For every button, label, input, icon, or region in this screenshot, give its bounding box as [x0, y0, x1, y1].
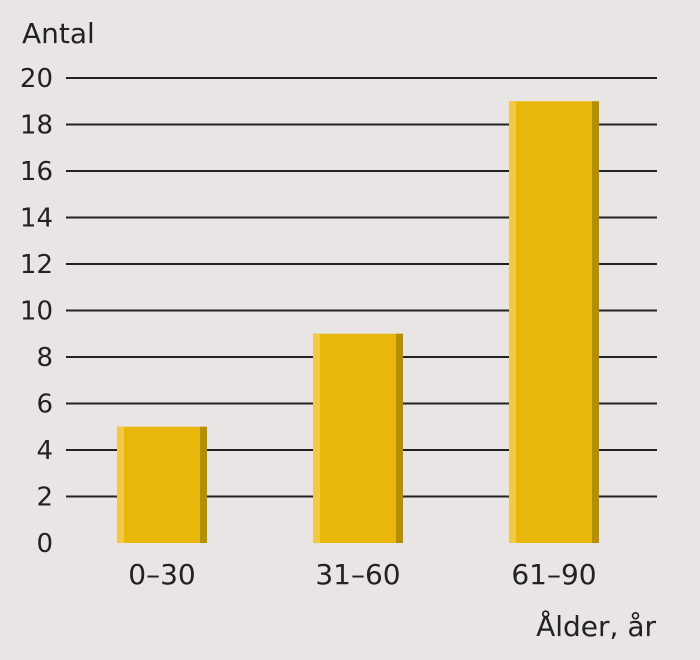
bars — [117, 101, 599, 543]
x-tick-label: 0–30 — [128, 558, 195, 591]
y-tick-label: 10 — [20, 297, 53, 327]
y-axis-label: Antal — [22, 17, 95, 50]
y-tick-label: 20 — [20, 64, 53, 94]
y-tick-label: 14 — [20, 204, 53, 234]
bar-highlight — [117, 426, 124, 543]
bar-shadow — [200, 426, 207, 543]
bar-body — [313, 333, 403, 543]
x-tick-label: 61–90 — [511, 558, 596, 591]
bar — [117, 426, 207, 543]
bar — [509, 101, 599, 543]
bar-body — [509, 101, 599, 543]
y-tick-label: 18 — [20, 111, 53, 141]
bar-highlight — [313, 333, 320, 543]
bar-shadow — [396, 333, 403, 543]
y-axis-tick-labels: 0 2 4 6 8 10 12 14 16 18 20 — [20, 64, 53, 559]
y-tick-label: 0 — [36, 529, 53, 559]
bar — [313, 333, 403, 543]
x-axis-tick-labels: 0–30 31–60 61–90 — [128, 558, 596, 591]
x-tick-label: 31–60 — [315, 558, 400, 591]
y-tick-label: 12 — [20, 250, 53, 280]
y-tick-label: 6 — [36, 390, 53, 420]
y-tick-label: 16 — [20, 157, 53, 187]
bar-shadow — [592, 101, 599, 543]
y-tick-label: 2 — [36, 483, 53, 513]
bar-highlight — [509, 101, 516, 543]
x-axis-label: Ålder, år — [536, 609, 656, 643]
bar-body — [117, 426, 207, 543]
y-tick-label: 8 — [36, 343, 53, 373]
y-tick-label: 4 — [36, 436, 53, 466]
